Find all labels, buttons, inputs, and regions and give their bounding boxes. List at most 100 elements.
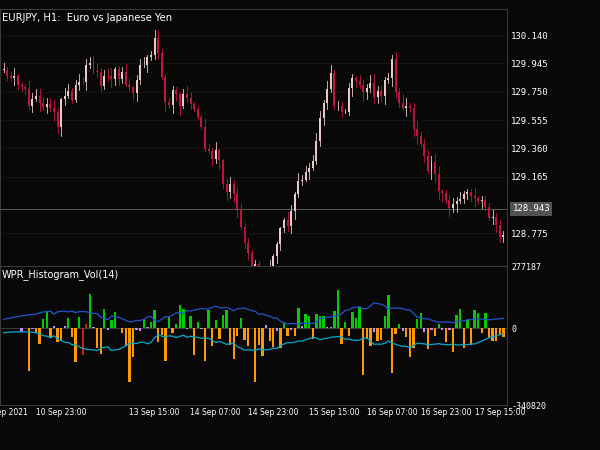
Bar — [463, 328, 465, 348]
Bar — [376, 328, 379, 342]
Bar — [236, 194, 238, 209]
Bar — [136, 81, 137, 94]
Bar — [49, 104, 52, 108]
Bar — [470, 192, 472, 196]
Bar — [466, 320, 469, 328]
Bar — [211, 151, 213, 158]
Bar — [71, 91, 73, 100]
Bar — [172, 90, 173, 105]
Bar — [477, 313, 479, 328]
Bar — [24, 87, 26, 89]
Bar — [139, 328, 142, 331]
Bar — [355, 78, 357, 81]
Bar — [402, 103, 404, 108]
Bar — [351, 312, 353, 328]
Bar — [46, 104, 48, 107]
Bar — [121, 72, 123, 79]
Text: EURJPY, H1:  Euro vs Japanese Yen: EURJPY, H1: Euro vs Japanese Yen — [2, 13, 172, 23]
Bar — [502, 235, 505, 237]
Bar — [96, 71, 98, 72]
Bar — [10, 76, 12, 78]
Bar — [459, 199, 461, 201]
Bar — [150, 322, 152, 328]
Bar — [35, 96, 37, 99]
Bar — [437, 324, 440, 328]
Bar — [197, 109, 199, 117]
Bar — [491, 328, 494, 342]
Bar — [423, 328, 425, 332]
Bar — [46, 311, 48, 328]
Bar — [74, 86, 76, 100]
Bar — [100, 72, 101, 86]
Bar — [369, 328, 371, 346]
Bar — [139, 65, 141, 81]
Bar — [56, 328, 59, 342]
Bar — [193, 328, 196, 355]
Bar — [459, 309, 461, 328]
Bar — [395, 59, 397, 92]
Bar — [204, 328, 206, 361]
Bar — [179, 94, 181, 106]
Bar — [481, 200, 483, 202]
Bar — [437, 174, 440, 191]
Bar — [208, 310, 210, 328]
Bar — [319, 316, 321, 328]
Bar — [466, 192, 469, 194]
Bar — [445, 193, 447, 200]
Bar — [287, 220, 289, 226]
Bar — [452, 203, 454, 208]
Bar — [473, 196, 476, 198]
Bar — [20, 85, 23, 87]
Bar — [17, 76, 19, 85]
Bar — [211, 328, 214, 346]
Bar — [434, 328, 436, 337]
Bar — [384, 80, 386, 96]
Bar — [218, 150, 220, 160]
Bar — [294, 194, 296, 211]
Bar — [272, 328, 274, 347]
Bar — [416, 129, 418, 135]
Bar — [301, 326, 303, 328]
Bar — [484, 313, 487, 328]
Bar — [329, 327, 332, 328]
Bar — [258, 328, 260, 345]
Bar — [121, 328, 124, 333]
Bar — [136, 328, 138, 330]
Bar — [110, 320, 113, 328]
Bar — [193, 104, 195, 109]
Bar — [215, 320, 217, 328]
Bar — [85, 324, 88, 328]
Bar — [502, 328, 505, 337]
Bar — [380, 328, 382, 340]
Bar — [222, 160, 224, 184]
Bar — [53, 326, 55, 328]
Bar — [96, 328, 98, 348]
Bar — [53, 108, 55, 112]
Text: 128.943: 128.943 — [512, 204, 550, 213]
Bar — [107, 76, 109, 77]
Bar — [419, 314, 422, 328]
Bar — [175, 90, 177, 94]
Bar — [92, 63, 94, 71]
Bar — [107, 328, 109, 330]
Bar — [262, 274, 263, 279]
Bar — [143, 320, 145, 328]
Bar — [290, 328, 292, 330]
Bar — [247, 243, 249, 252]
Bar — [330, 73, 332, 89]
Bar — [240, 209, 242, 227]
Bar — [481, 328, 483, 333]
Bar — [380, 91, 382, 96]
Bar — [383, 316, 386, 328]
Bar — [365, 328, 368, 339]
Text: WPR_Histogram_Vol(14): WPR_Histogram_Vol(14) — [2, 269, 119, 280]
Bar — [114, 312, 116, 328]
Bar — [132, 87, 134, 94]
Bar — [128, 328, 131, 382]
Bar — [168, 317, 170, 328]
Bar — [290, 212, 292, 226]
Bar — [42, 320, 44, 328]
Bar — [161, 53, 163, 77]
Bar — [441, 191, 443, 193]
Bar — [78, 82, 80, 86]
